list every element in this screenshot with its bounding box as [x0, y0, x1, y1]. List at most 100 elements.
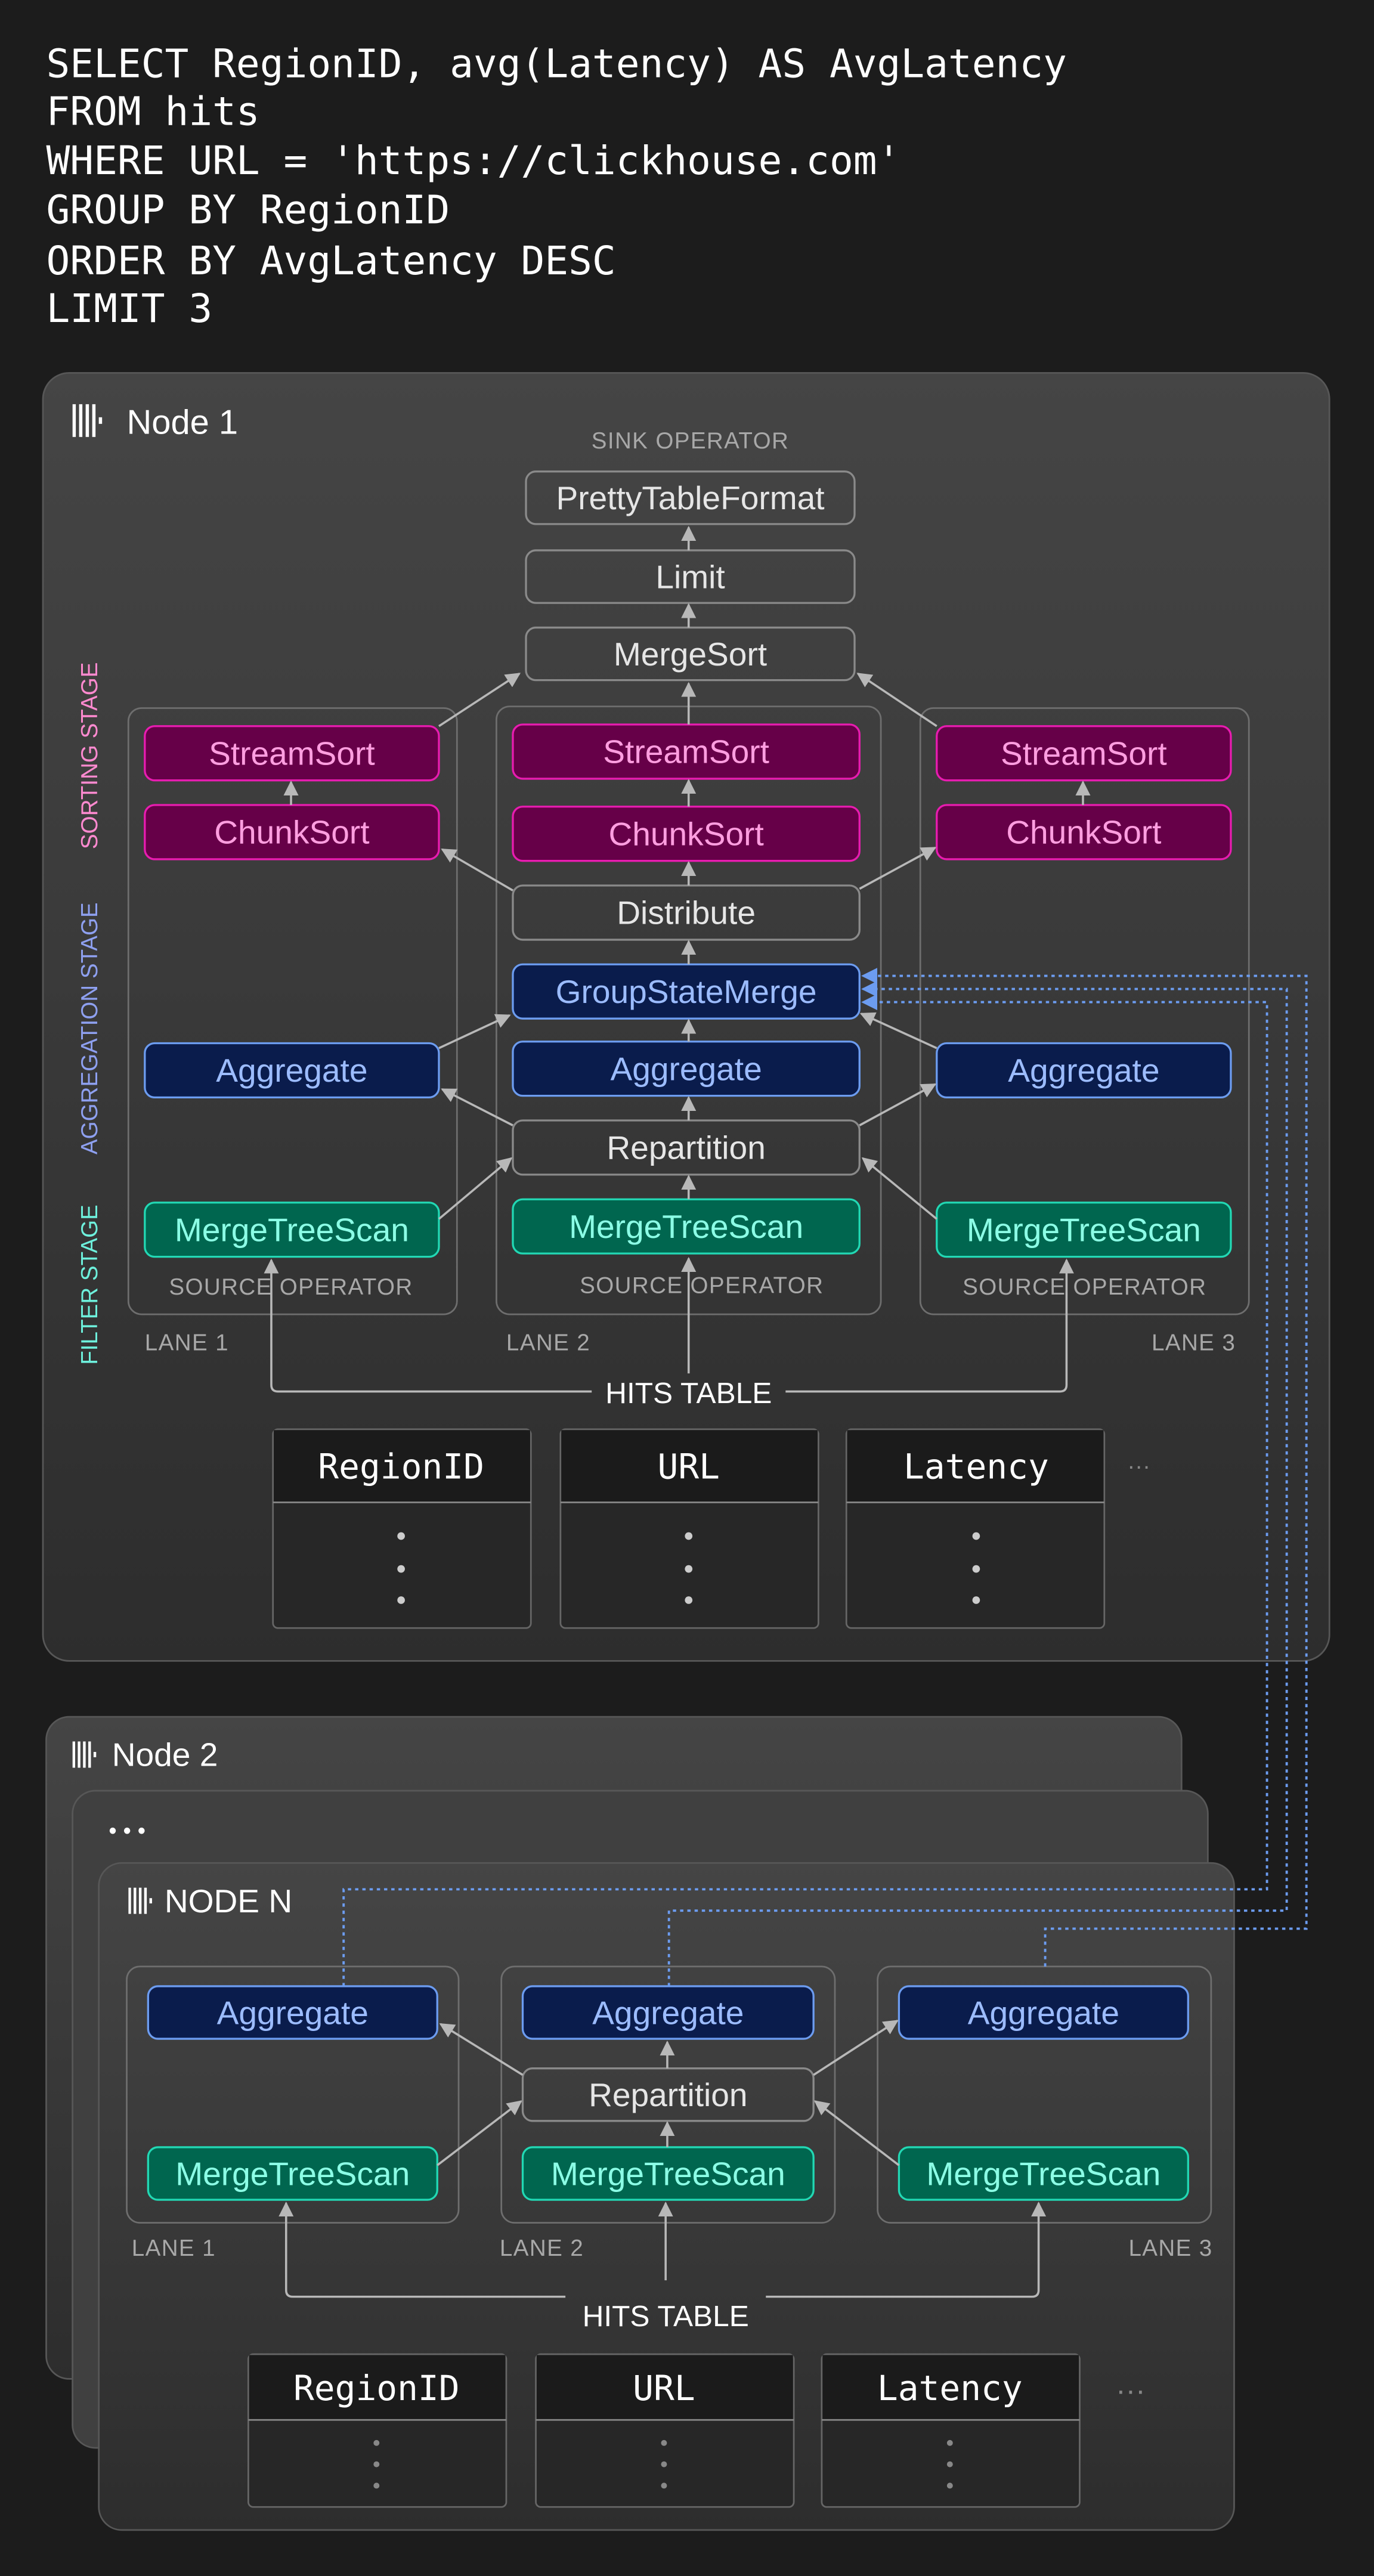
column-regionid: RegionID: [247, 2353, 507, 2508]
operator-mergetreescan: MergeTreeScan: [512, 1198, 861, 1255]
operator-label: ChunkSort: [608, 816, 763, 853]
column-header: URL: [658, 1447, 720, 1487]
operator-box: [525, 470, 856, 525]
operator-aggregate: Aggregate: [144, 1042, 440, 1099]
operator-box: [512, 723, 861, 780]
column-header: RegionID: [293, 2368, 460, 2408]
more-columns-indicator: ···: [1116, 2373, 1146, 2407]
operator-streamsort: StreamSort: [512, 723, 861, 780]
operator-groupstatemerge: GroupStateMerge: [512, 963, 861, 1020]
operator-label: MergeTreeScan: [175, 2155, 410, 2192]
hits-table-columns: RegionID URL Latency ···: [272, 1428, 1150, 1629]
operator-label: ChunkSort: [214, 814, 369, 851]
node-title: NODE N: [165, 1883, 292, 1919]
source-operator-label: SOURCE OPERATOR: [169, 1274, 413, 1300]
operator-box: [936, 1202, 1232, 1258]
lane-1-box: [127, 707, 458, 1315]
operator-label: MergeTreeScan: [569, 1208, 803, 1245]
operator-chunksort: ChunkSort: [936, 804, 1232, 860]
operator-streamsort: StreamSort: [144, 725, 440, 782]
hits-table-label: HITS TABLE: [605, 1376, 772, 1410]
operator-limit: Limit: [525, 549, 856, 604]
source-operator-label: SOURCE OPERATOR: [963, 1274, 1206, 1300]
operator-aggregate: Aggregate: [936, 1042, 1232, 1099]
sql-line: SELECT RegionID, avg(Latency) AS AvgLate…: [47, 41, 1067, 86]
node-1-arrows: [264, 525, 1091, 1393]
operator-box: [898, 1985, 1189, 2040]
operator-box: [144, 1202, 440, 1258]
hits-table-label: HITS TABLE: [583, 2299, 749, 2333]
node-title: Node 2: [112, 1736, 218, 1773]
operator-mergetreescan: MergeTreeScan: [521, 2146, 815, 2201]
operator-aggregate: Aggregate: [512, 1041, 861, 1097]
operator-aggregate: Aggregate: [147, 1985, 438, 2040]
operator-box: [936, 1042, 1232, 1099]
operator-box: [144, 1042, 440, 1099]
lane-3-box: [919, 707, 1250, 1315]
column-header: Latency: [903, 1447, 1049, 1487]
operator-label: Distribute: [617, 894, 756, 931]
operator-label: MergeSort: [614, 636, 767, 673]
operator-chunksort: ChunkSort: [144, 804, 440, 860]
operator-box: [144, 725, 440, 782]
column-regionid: RegionID: [272, 1428, 532, 1629]
operator-mergetreescan: MergeTreeScan: [144, 1202, 440, 1258]
lane-2-label: LANE 2: [506, 1330, 590, 1356]
operator-label: Limit: [655, 558, 725, 595]
operator-box: [147, 1985, 438, 2040]
lane-3-label: LANE 3: [1128, 2236, 1212, 2261]
more-nodes-indicator: • • •: [109, 1818, 146, 1844]
operator-aggregate: Aggregate: [521, 1985, 815, 2040]
lane-1-box: [126, 1965, 460, 2224]
operator-mergetreescan: MergeTreeScan: [147, 2146, 438, 2201]
operator-box: [512, 1198, 861, 1255]
operator-label: GroupStateMerge: [556, 973, 817, 1010]
lane-2-label: LANE 2: [500, 2236, 584, 2261]
operator-label: StreamSort: [1001, 735, 1167, 772]
operator-box: [512, 963, 861, 1020]
operator-label: Aggregate: [216, 1052, 367, 1089]
operator-label: Aggregate: [610, 1050, 762, 1087]
operator-box: [512, 1119, 861, 1176]
operator-label: Aggregate: [1008, 1052, 1159, 1089]
column-header: RegionID: [318, 1447, 484, 1487]
operator-label: ChunkSort: [1006, 814, 1161, 851]
operator-box: [525, 626, 856, 682]
hits-table-columns: RegionID URL Latency ···: [247, 2353, 1146, 2508]
node-1-panel: Node 1 SINK OPERATOR SORTING STAGE AGGRE…: [42, 372, 1330, 1662]
more-columns-indicator: ···: [1127, 1453, 1150, 1479]
operator-pretty: PrettyTableFormat: [525, 470, 856, 525]
column-latency: Latency: [845, 1428, 1106, 1629]
operator-distribute: Distribute: [512, 884, 861, 941]
operator-label: Aggregate: [968, 1994, 1119, 2031]
operator-label: Aggregate: [217, 1994, 369, 2031]
operator-repartition: Repartition: [512, 1119, 861, 1176]
operator-label: Repartition: [589, 2076, 747, 2113]
lane-3-label: LANE 3: [1152, 1330, 1236, 1356]
sql-line: FROM hits: [47, 88, 260, 134]
operator-mergetreescan: MergeTreeScan: [936, 1202, 1232, 1258]
operator-aggregate: Aggregate: [898, 1985, 1189, 2040]
operator-streamsort: StreamSort: [936, 725, 1232, 782]
operator-box: [512, 806, 861, 862]
operator-mergetreescan: MergeTreeScan: [898, 2146, 1189, 2201]
operator-label: StreamSort: [209, 735, 375, 772]
operator-label: PrettyTableFormat: [556, 479, 824, 516]
sql-query: SELECT RegionID, avg(Latency) AS AvgLate…: [47, 41, 1067, 332]
aggregation-stage-label: AGGREGATION STAGE: [77, 902, 103, 1154]
node-title: Node 1: [127, 403, 239, 441]
source-operator-label: SOURCE OPERATOR: [580, 1272, 824, 1298]
operator-label: MergeTreeScan: [967, 1211, 1201, 1248]
operator-mergesort: MergeSort: [525, 626, 856, 682]
operator-box: [936, 725, 1232, 782]
operator-box: [525, 549, 856, 604]
lane-2-box: [500, 1965, 836, 2224]
operator-label: MergeTreeScan: [926, 2155, 1161, 2192]
operator-chunksort: ChunkSort: [512, 806, 861, 862]
operator-box: [512, 884, 861, 941]
column-url: URL: [535, 2353, 795, 2508]
column-url: URL: [559, 1428, 819, 1629]
sql-line: GROUP BY RegionID: [47, 187, 450, 233]
operator-label: MergeTreeScan: [175, 1211, 409, 1248]
